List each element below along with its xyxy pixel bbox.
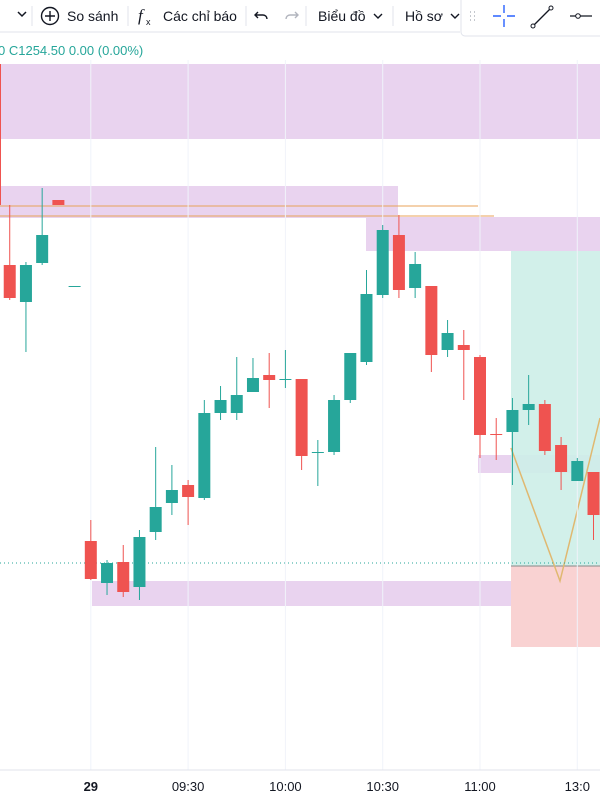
candle-body: [295, 379, 308, 456]
x-tick-label: 09:30: [172, 779, 205, 794]
plot: [3, 60, 600, 770]
candle-body: [230, 395, 243, 413]
candle-body: [165, 490, 178, 503]
chevron: [450, 13, 460, 19]
candle-body: [474, 357, 486, 435]
x-tick-label: 10:30: [366, 779, 399, 794]
candle-body: [246, 378, 259, 392]
candle-body: [101, 563, 114, 583]
candle-body: [409, 264, 422, 288]
label: Hồ sơ: [405, 8, 443, 24]
candle-body: [52, 200, 65, 205]
x-tick-label: 29: [84, 779, 98, 794]
icon: x: [146, 17, 151, 27]
drawing-toolbar: [460, 0, 600, 37]
stop-zone: [511, 566, 600, 647]
candle-body: [133, 537, 146, 587]
candle-body: [68, 286, 81, 287]
x-tick-label: 10:00: [269, 779, 302, 794]
candle-body: [587, 472, 600, 515]
grip: [470, 11, 475, 21]
label: Các chỉ báo: [163, 8, 237, 24]
candle-body: [36, 235, 49, 263]
zone: [0, 186, 398, 218]
candle-body: [214, 400, 227, 413]
redo[interactable]: [285, 11, 299, 20]
chevron[interactable]: [17, 11, 27, 18]
undo[interactable]: [254, 11, 268, 20]
candle-body: [149, 507, 162, 532]
candle-body: [490, 434, 503, 435]
candle-body: [555, 445, 568, 472]
candle-body: [263, 375, 276, 380]
handle: [548, 5, 554, 11]
candle-body: [344, 353, 357, 400]
compare-button[interactable]: So sánh: [40, 6, 119, 26]
candle-body: [311, 452, 324, 453]
x-tick-label: 13:0: [565, 779, 590, 794]
icon: f: [138, 6, 145, 25]
label: Biểu đồ: [318, 8, 366, 24]
trendline-tool[interactable]: [532, 7, 552, 27]
candle-body: [117, 562, 130, 592]
indicators-button[interactable]: f x Các chỉ báo: [138, 6, 237, 27]
candle-body: [182, 485, 195, 497]
candle-body: [506, 410, 519, 432]
candle-body: [84, 541, 97, 579]
candle-body: [198, 413, 211, 498]
candle-body: [522, 404, 535, 410]
candle-body: [376, 230, 389, 295]
label: So sánh: [67, 8, 118, 24]
crosshair-tool[interactable]: [493, 5, 515, 27]
candle-body: [425, 286, 438, 355]
icon: [40, 6, 60, 26]
chart-menu[interactable]: Biểu đồ: [318, 8, 383, 24]
candle-body: [441, 333, 454, 350]
candle-body: [328, 400, 341, 452]
handle: [575, 13, 581, 19]
candle-body: [538, 404, 551, 451]
icon: [45, 11, 55, 21]
candle-body: [392, 235, 405, 290]
candle-body: [360, 294, 373, 362]
handle: [530, 23, 536, 29]
path-drawing: [510, 417, 600, 584]
x-tick-label: 11:00: [464, 779, 496, 794]
profile-menu[interactable]: Hồ sơ: [405, 8, 460, 24]
ohlc-legend: 0 C1254.50 0.00 (0.00%): [0, 43, 143, 58]
chevron: [373, 13, 383, 19]
zone: [0, 64, 600, 139]
candle-body: [19, 265, 32, 302]
candle-body: [457, 345, 470, 350]
candle-body: [279, 379, 292, 380]
candle-body: [571, 461, 584, 481]
zone: [366, 217, 600, 251]
candle-body: [3, 265, 16, 298]
panel: [460, 0, 600, 37]
